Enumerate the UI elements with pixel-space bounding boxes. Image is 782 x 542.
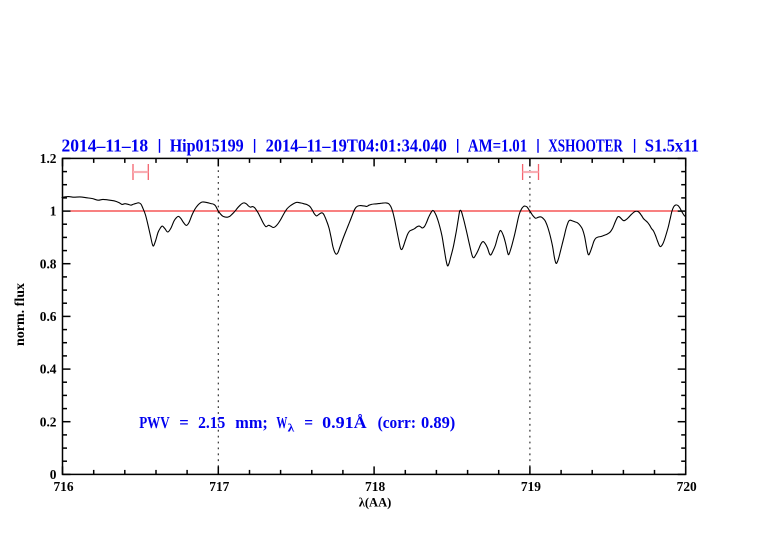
svg-text:0.6: 0.6 (40, 309, 57, 324)
svg-text:=: = (179, 413, 189, 432)
svg-text:716: 716 (53, 479, 73, 494)
svg-text:0.89): 0.89) (421, 413, 455, 432)
svg-text:S1.5x11: S1.5x11 (645, 135, 699, 155)
svg-text:2014–11–18: 2014–11–18 (62, 135, 149, 155)
svg-text:717: 717 (209, 479, 229, 494)
svg-text:0.91Å: 0.91Å (322, 413, 367, 432)
svg-text:0.8: 0.8 (40, 256, 57, 271)
svg-text:2.15: 2.15 (198, 413, 225, 432)
svg-text:λ: λ (288, 423, 295, 435)
svg-text:XSHOOTER: XSHOOTER (548, 135, 623, 155)
svg-text:0: 0 (50, 467, 57, 482)
svg-text:0.4: 0.4 (40, 362, 57, 377)
svg-text:λ(AA): λ(AA) (359, 495, 392, 509)
svg-text:Hip015199: Hip015199 (170, 135, 244, 155)
svg-text:W: W (276, 413, 287, 432)
svg-text:(corr:: (corr: (378, 413, 416, 432)
svg-text:norm. flux: norm. flux (13, 283, 28, 346)
svg-text:720: 720 (677, 479, 697, 494)
svg-text:mm;: mm; (235, 413, 267, 432)
svg-text:1: 1 (50, 204, 57, 219)
svg-text:AM=1.01: AM=1.01 (468, 135, 527, 155)
svg-text:PWV: PWV (139, 413, 170, 432)
svg-text:719: 719 (521, 479, 541, 494)
svg-text:2014–11–19T04:01:34.040: 2014–11–19T04:01:34.040 (266, 135, 447, 155)
svg-text:1.2: 1.2 (40, 151, 57, 166)
svg-text:=: = (304, 413, 313, 432)
svg-text:718: 718 (365, 479, 385, 494)
svg-text:0.2: 0.2 (40, 414, 57, 429)
